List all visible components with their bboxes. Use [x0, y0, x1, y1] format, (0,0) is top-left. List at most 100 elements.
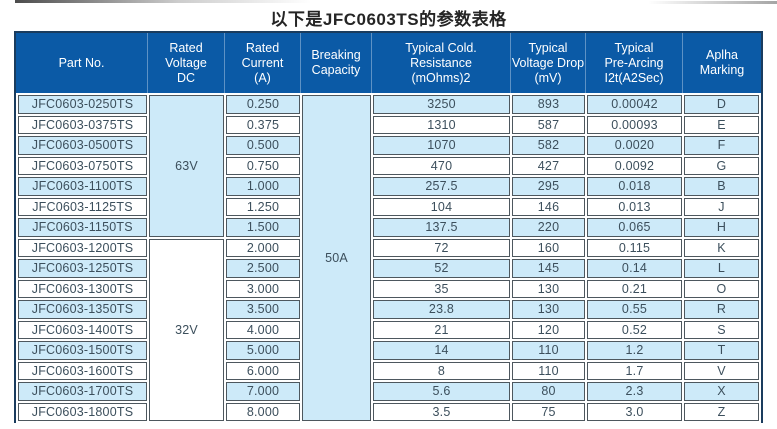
- rated-current-cell: 5.000: [226, 341, 300, 360]
- voltage-drop-cell: 427: [512, 156, 585, 175]
- resistance-cell: 52: [373, 259, 510, 278]
- voltage-drop-cell: 146: [512, 197, 585, 216]
- pre-arcing-cell: 0.52: [587, 320, 682, 339]
- voltage-drop-cell: 80: [512, 382, 585, 401]
- pre-arcing-cell: 1.7: [587, 361, 682, 380]
- rated-current-cell: 0.500: [226, 136, 300, 155]
- voltage-drop-cell: 220: [512, 218, 585, 237]
- resistance-cell: 8: [373, 361, 510, 380]
- rated-voltage-merged-cell: 63V: [149, 95, 224, 237]
- pre-arcing-cell: 0.013: [587, 197, 682, 216]
- part-no-cell: JFC0603-1300TS: [18, 279, 147, 298]
- marking-cell: R: [684, 300, 759, 319]
- pre-arcing-cell: 0.00042: [587, 95, 682, 114]
- marking-cell: T: [684, 341, 759, 360]
- pre-arcing-cell: 0.115: [587, 238, 682, 257]
- voltage-drop-cell: 893: [512, 95, 585, 114]
- marking-cell: V: [684, 361, 759, 380]
- pre-arcing-cell: 0.21: [587, 279, 682, 298]
- part-no-cell: JFC0603-0250TS: [18, 95, 147, 114]
- voltage-drop-cell: 582: [512, 136, 585, 155]
- voltage-drop-cell: 120: [512, 320, 585, 339]
- rated-current-cell: 4.000: [226, 320, 300, 339]
- marking-cell: X: [684, 382, 759, 401]
- marking-cell: D: [684, 95, 759, 114]
- pre-arcing-cell: 1.2: [587, 341, 682, 360]
- voltage-drop-cell: 160: [512, 238, 585, 257]
- resistance-cell: 104: [373, 197, 510, 216]
- part-no-cell: JFC0603-1100TS: [18, 177, 147, 196]
- pre-arcing-cell: 3.0: [587, 402, 682, 421]
- table-header-row: Part No. Rated Voltage DC Rated Current …: [16, 33, 761, 93]
- marking-cell: L: [684, 259, 759, 278]
- part-no-cell: JFC0603-1400TS: [18, 320, 147, 339]
- resistance-cell: 137.5: [373, 218, 510, 237]
- marking-cell: H: [684, 218, 759, 237]
- rated-voltage-merged-cell: 32V: [149, 238, 224, 421]
- rated-current-cell: 7.000: [226, 382, 300, 401]
- resistance-cell: 21: [373, 320, 510, 339]
- column-header-cold-resistance: Typical Cold. Resistance (mOhms)2: [372, 33, 510, 93]
- column-header-rated-voltage: Rated Voltage DC: [148, 33, 224, 93]
- marking-cell: O: [684, 279, 759, 298]
- marking-cell: E: [684, 115, 759, 134]
- table-body: JFC0603-0250TS 0.250 3250 893 0.00042 D JFC060…: [16, 93, 761, 423]
- top-left-shadow: [15, 0, 311, 3]
- part-no-cell: JFC0603-0500TS: [18, 136, 147, 155]
- voltage-drop-cell: 110: [512, 341, 585, 360]
- voltage-drop-cell: 130: [512, 279, 585, 298]
- resistance-cell: 5.6: [373, 382, 510, 401]
- column-header-breaking-capacity: Breaking Capacity: [301, 33, 371, 93]
- resistance-cell: 257.5: [373, 177, 510, 196]
- rated-current-cell: 1.500: [226, 218, 300, 237]
- marking-cell: F: [684, 136, 759, 155]
- rated-current-cell: 1.250: [226, 197, 300, 216]
- resistance-cell: 14: [373, 341, 510, 360]
- part-no-cell: JFC0603-1500TS: [18, 341, 147, 360]
- part-no-cell: JFC0603-1700TS: [18, 382, 147, 401]
- marking-cell: B: [684, 177, 759, 196]
- resistance-cell: 72: [373, 238, 510, 257]
- resistance-cell: 1310: [373, 115, 510, 134]
- rated-current-cell: 6.000: [226, 361, 300, 380]
- resistance-cell: 3250: [373, 95, 510, 114]
- part-no-cell: JFC0603-1200TS: [18, 238, 147, 257]
- pre-arcing-cell: 0.00093: [587, 115, 682, 134]
- marking-cell: Z: [684, 402, 759, 421]
- resistance-cell: 1070: [373, 136, 510, 155]
- rated-current-cell: 2.000: [226, 238, 300, 257]
- pre-arcing-cell: 0.018: [587, 177, 682, 196]
- resistance-cell: 470: [373, 156, 510, 175]
- rated-current-cell: 1.000: [226, 177, 300, 196]
- rated-current-cell: 3.000: [226, 279, 300, 298]
- rated-current-cell: 0.750: [226, 156, 300, 175]
- part-no-cell: JFC0603-1125TS: [18, 197, 147, 216]
- pre-arcing-cell: 2.3: [587, 382, 682, 401]
- part-no-cell: JFC0603-0375TS: [18, 115, 147, 134]
- pre-arcing-cell: 0.0092: [587, 156, 682, 175]
- voltage-drop-cell: 110: [512, 361, 585, 380]
- pre-arcing-cell: 0.14: [587, 259, 682, 278]
- marking-cell: S: [684, 320, 759, 339]
- voltage-drop-cell: 145: [512, 259, 585, 278]
- voltage-drop-cell: 130: [512, 300, 585, 319]
- pre-arcing-cell: 0.55: [587, 300, 682, 319]
- resistance-cell: 23.8: [373, 300, 510, 319]
- pre-arcing-cell: 0.0020: [587, 136, 682, 155]
- column-header-pre-arcing: Typical Pre-Arcing I2t(A2Sec): [586, 33, 682, 93]
- column-header-rated-current: Rated Current (A): [225, 33, 300, 93]
- parameter-table: Part No. Rated Voltage DC Rated Current …: [14, 31, 763, 423]
- page-title: 以下是JFC0603TS的参数表格: [270, 10, 507, 29]
- top-right-shadow: [648, 1, 777, 4]
- part-no-cell: JFC0603-0750TS: [18, 156, 147, 175]
- breaking-capacity-merged-cell: 50A: [302, 95, 371, 421]
- column-header-part-no: Part No.: [16, 33, 147, 93]
- rated-current-cell: 2.500: [226, 259, 300, 278]
- rated-current-cell: 3.500: [226, 300, 300, 319]
- resistance-cell: 3.5: [373, 402, 510, 421]
- pre-arcing-cell: 0.065: [587, 218, 682, 237]
- voltage-drop-cell: 587: [512, 115, 585, 134]
- part-no-cell: JFC0603-1800TS: [18, 402, 147, 421]
- column-header-alpha-marking: Aplha Marking: [683, 33, 761, 93]
- rated-current-cell: 0.250: [226, 95, 300, 114]
